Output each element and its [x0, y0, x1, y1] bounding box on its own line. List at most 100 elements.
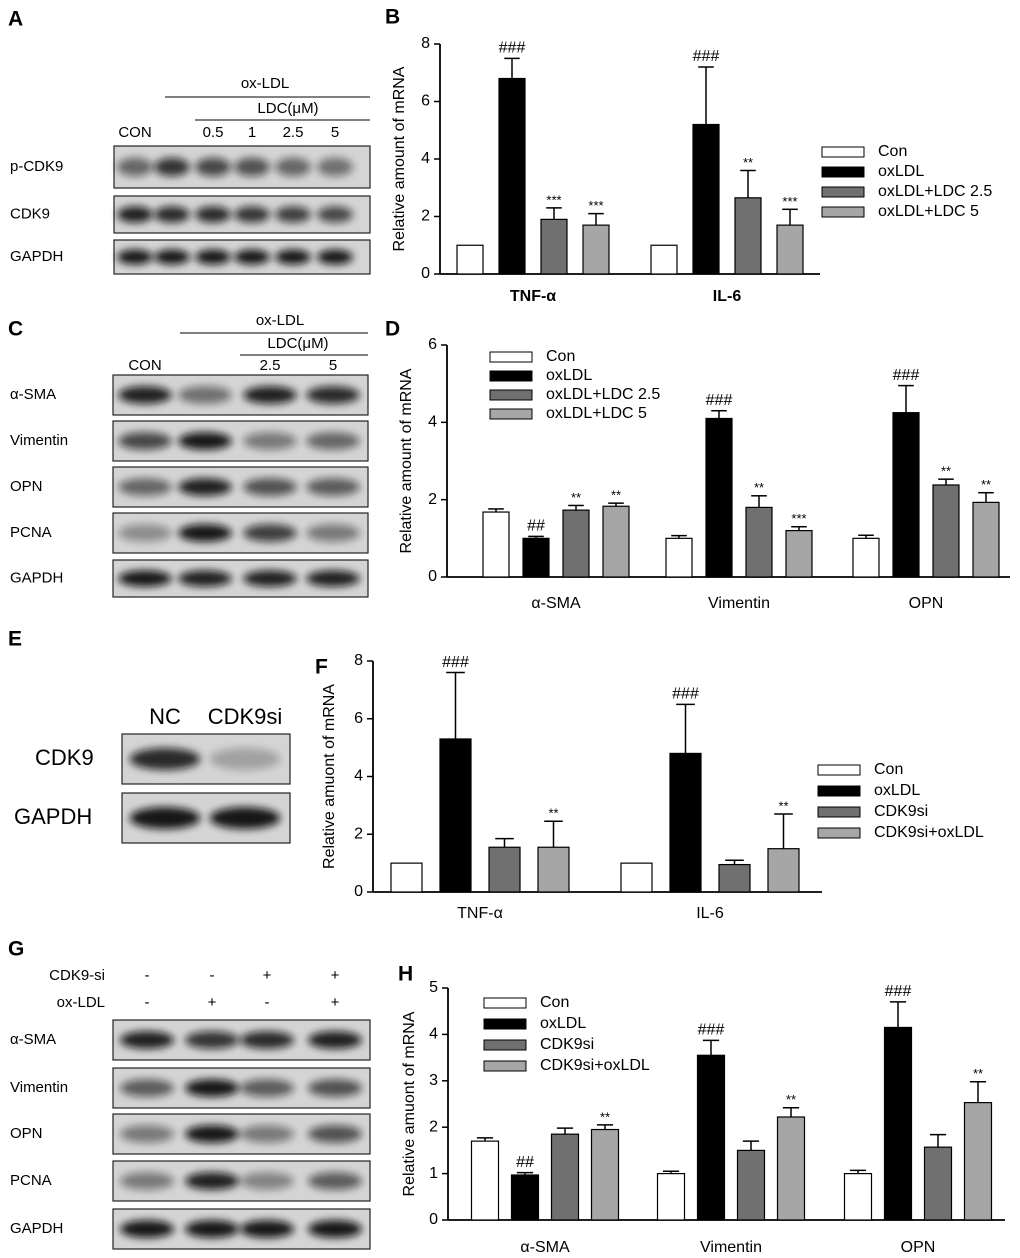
y-tick-label: 4	[421, 150, 430, 167]
blot-band	[154, 206, 190, 223]
bar	[390, 862, 423, 893]
condition-label: CDK9-si	[49, 967, 105, 984]
bar	[620, 862, 653, 893]
blot-band	[120, 1079, 174, 1097]
blot-band	[178, 524, 232, 542]
y-axis-label: Relative amuont of mRNA	[401, 1011, 418, 1196]
x-tick-label: α-SMA	[531, 595, 581, 612]
legend-swatch	[489, 370, 533, 382]
lane-label: 2.5	[283, 124, 304, 141]
lane-label: CON	[118, 124, 151, 141]
legend-label: Con	[874, 761, 903, 778]
y-axis-label: Relative amuont of mRNA	[321, 684, 338, 869]
lane-label: 5	[331, 124, 339, 141]
legend-swatch	[817, 806, 861, 818]
condition-mark: +	[331, 967, 340, 984]
bar	[488, 846, 521, 893]
legend-swatch	[817, 764, 861, 776]
blot-band	[308, 1079, 362, 1097]
significance-label: ***	[588, 198, 603, 213]
y-tick-label: 8	[354, 652, 363, 669]
legend-swatch	[821, 146, 865, 158]
y-tick-label: 8	[421, 35, 430, 52]
y-tick-label: 6	[354, 710, 363, 727]
lane-label: 1	[248, 124, 256, 141]
y-tick-label: 4	[354, 768, 363, 785]
legend-swatch	[483, 997, 527, 1009]
blot-band	[243, 386, 297, 404]
blot-band	[118, 478, 172, 496]
blot-band	[306, 386, 360, 404]
legend-label: CDK9si	[540, 1036, 594, 1053]
legend-label: CDK9si+oxLDL	[874, 824, 984, 841]
lane-label: CDK9si	[208, 704, 283, 729]
panel-label: E	[8, 628, 22, 651]
blot-band	[195, 249, 231, 265]
blot-band	[120, 1125, 174, 1143]
row-label: Vimentin	[10, 432, 68, 449]
blot-band	[275, 157, 311, 177]
group-label: ox-LDL	[241, 75, 289, 92]
blot-band	[234, 249, 270, 265]
blot-band	[306, 432, 360, 450]
x-tick-label: α-SMA	[520, 1239, 570, 1256]
significance-label: ***	[791, 511, 806, 526]
x-tick-label: OPN	[901, 1239, 936, 1256]
blot-band	[117, 206, 153, 223]
lane-label: NC	[149, 704, 181, 729]
legend-swatch	[483, 1060, 527, 1072]
panel-label: D	[385, 318, 400, 341]
bar	[883, 1026, 913, 1221]
condition-mark: -	[210, 967, 215, 984]
bar	[650, 244, 678, 275]
legend-label: Con	[546, 348, 575, 365]
legend-label: oxLDL+LDC 2.5	[878, 183, 992, 200]
legend-swatch	[821, 206, 865, 218]
blot-band	[129, 807, 201, 829]
panel-label: G	[8, 938, 24, 961]
legend-label: oxLDL+LDC 5	[546, 405, 647, 422]
legend-swatch	[489, 389, 533, 401]
row-label: GAPDH	[10, 248, 63, 265]
row-label: p-CDK9	[10, 158, 63, 175]
blot-band	[118, 524, 172, 542]
y-tick-label: 2	[421, 208, 430, 225]
bar	[439, 738, 472, 893]
blot-band	[240, 1125, 294, 1143]
blot-band	[129, 748, 201, 770]
significance-label: ###	[706, 392, 733, 409]
blot-band	[240, 1220, 294, 1238]
bar	[734, 197, 762, 275]
row-label: Vimentin	[10, 1079, 68, 1096]
blot-band	[185, 1125, 239, 1143]
blot-band	[234, 206, 270, 223]
panel-label: H	[398, 963, 413, 986]
significance-label: ###	[499, 40, 526, 57]
legend-swatch	[483, 1018, 527, 1030]
legend-swatch	[821, 186, 865, 198]
blot-band	[117, 249, 153, 265]
row-label: α-SMA	[10, 386, 56, 403]
blot-band	[275, 249, 311, 265]
blot-band	[240, 1172, 294, 1190]
bar	[470, 1140, 500, 1221]
condition-mark: -	[265, 994, 270, 1011]
significance-label: **	[611, 488, 621, 503]
legend-swatch	[483, 1039, 527, 1051]
y-tick-label: 2	[428, 491, 437, 508]
bar	[669, 752, 702, 893]
blot-band	[195, 157, 231, 177]
significance-label: ##	[516, 1154, 534, 1171]
blot-band	[234, 157, 270, 177]
condition-mark: +	[263, 967, 272, 984]
bar	[602, 505, 630, 578]
panel-label: B	[385, 6, 400, 29]
blot-band	[308, 1031, 362, 1049]
legend-swatch	[489, 351, 533, 363]
legend-label: oxLDL+LDC 2.5	[546, 386, 660, 403]
legend-label: oxLDL	[878, 163, 924, 180]
bar	[582, 224, 610, 275]
group-label: LDC(μM)	[267, 335, 328, 352]
legend-label: CDK9si	[874, 803, 928, 820]
